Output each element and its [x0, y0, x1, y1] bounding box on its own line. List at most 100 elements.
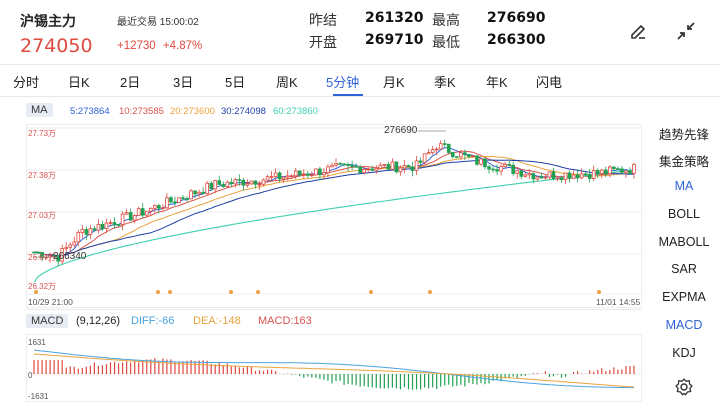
candle-body: [169, 197, 173, 203]
tab-season-k[interactable]: 季K: [434, 75, 456, 90]
panel-sar[interactable]: SAR: [671, 262, 697, 276]
settings-button[interactable]: [671, 374, 697, 400]
change-pct: +4.87%: [162, 40, 203, 52]
panel-boll[interactable]: BOLL: [668, 207, 700, 221]
candle-body: [189, 190, 193, 200]
candle-body: [314, 168, 318, 176]
candle-body: [450, 152, 455, 158]
candle-body: [519, 170, 524, 177]
candle-body: [245, 183, 250, 186]
macd-divider: [26, 309, 642, 310]
macd-lines: [33, 349, 635, 389]
candle-body: [289, 175, 294, 178]
panel-ma[interactable]: MA: [674, 179, 694, 193]
candle-body: [161, 207, 165, 209]
candle-body: [84, 229, 89, 235]
macd-grid: [26, 334, 642, 402]
tab-2day[interactable]: 2日: [120, 75, 141, 90]
tab-year-k[interactable]: 年K: [486, 75, 508, 90]
candle-body: [390, 161, 395, 170]
candle-body: [153, 205, 157, 209]
candle-body: [88, 228, 93, 235]
candle-body: [547, 171, 552, 178]
panel-kdj[interactable]: KDJ: [672, 346, 696, 360]
ma-tag[interactable]: MA: [26, 103, 53, 117]
candle-body: [213, 180, 218, 190]
tab-flash[interactable]: 闪电: [536, 75, 563, 90]
candle-body: [567, 172, 572, 179]
y-label-4: 26.32万: [28, 282, 57, 291]
candle-body: [479, 158, 483, 165]
macd-y-zero: 0: [28, 371, 33, 380]
high-marker: 276690: [384, 125, 418, 136]
collapse-arrows-icon: [677, 22, 695, 40]
stat-value-prev-settle: 261320: [365, 10, 424, 26]
event-dot: [597, 290, 601, 294]
ma60-line: [33, 169, 635, 283]
candle-body: [297, 170, 302, 175]
candle-body: [346, 163, 350, 166]
ma60-value: 60:273860: [273, 106, 318, 117]
candle-body: [165, 197, 169, 209]
stat-label-open: 开盘: [309, 34, 337, 50]
candle-body: [253, 180, 258, 185]
candle-body: [32, 251, 36, 254]
candle-body: [217, 180, 222, 185]
candle-body: [471, 155, 475, 158]
tab-3day[interactable]: 3日: [173, 75, 194, 90]
tab-5day[interactable]: 5日: [225, 75, 246, 90]
panel-maboll[interactable]: MABOLL: [658, 235, 710, 249]
candle-body: [104, 222, 109, 229]
header-divider: [0, 64, 720, 65]
candle-body: [350, 165, 354, 167]
panel-gold-strategy[interactable]: 集金策略: [658, 155, 709, 169]
candle-body: [326, 166, 330, 174]
candle-body: [181, 197, 185, 199]
tab-month-k[interactable]: 月K: [383, 75, 405, 90]
candle-body: [354, 166, 358, 168]
candle-body: [193, 190, 197, 195]
candle-body: [430, 149, 435, 153]
kline-chart[interactable]: [26, 124, 642, 308]
candle-body: [571, 174, 576, 179]
candle-body: [583, 173, 588, 176]
tab-week-k[interactable]: 周K: [276, 75, 298, 90]
tab-fenshi[interactable]: 分时: [13, 75, 40, 90]
candle-body: [64, 246, 69, 249]
candle-body: [80, 229, 85, 233]
macd-tag[interactable]: MACD: [26, 314, 69, 328]
tab-5min[interactable]: 5分钟: [326, 75, 360, 90]
panel-macd[interactable]: MACD: [665, 318, 703, 332]
candle-body: [591, 170, 596, 179]
dea-line: [33, 353, 635, 388]
edit-button[interactable]: [625, 19, 651, 45]
candle-body: [527, 173, 532, 176]
shrink-button[interactable]: [673, 18, 699, 44]
event-dot: [428, 290, 432, 294]
chart-frame: [26, 124, 642, 308]
candle-body: [543, 176, 548, 179]
candle-body: [265, 176, 270, 181]
stat-label-low: 最低: [432, 34, 460, 50]
candle-body: [197, 191, 201, 195]
candle-body: [599, 169, 604, 174]
panel-expma[interactable]: EXPMA: [662, 290, 706, 304]
x-label-start: 10/29 21:00: [28, 297, 73, 307]
last-trade-time: 最近交易 15:00:02: [117, 17, 199, 28]
tab-day-k[interactable]: 日K: [68, 75, 90, 90]
candle-body: [209, 182, 213, 190]
candle-body: [632, 163, 636, 174]
macd-y-top: 1631: [28, 338, 46, 347]
ma5-value: 5:273864: [70, 106, 110, 117]
macd-frame: [26, 334, 642, 402]
panel-trend-pioneer[interactable]: 趋势先锋: [658, 128, 709, 142]
candle-body: [628, 170, 632, 174]
candle-body: [563, 172, 568, 181]
candle-body: [620, 168, 624, 173]
kline-grid: [26, 124, 642, 308]
event-dot: [34, 290, 38, 294]
candle-body: [241, 179, 246, 186]
candle-body: [185, 198, 189, 200]
candle-body: [56, 255, 60, 262]
macd-chart[interactable]: [26, 334, 642, 402]
